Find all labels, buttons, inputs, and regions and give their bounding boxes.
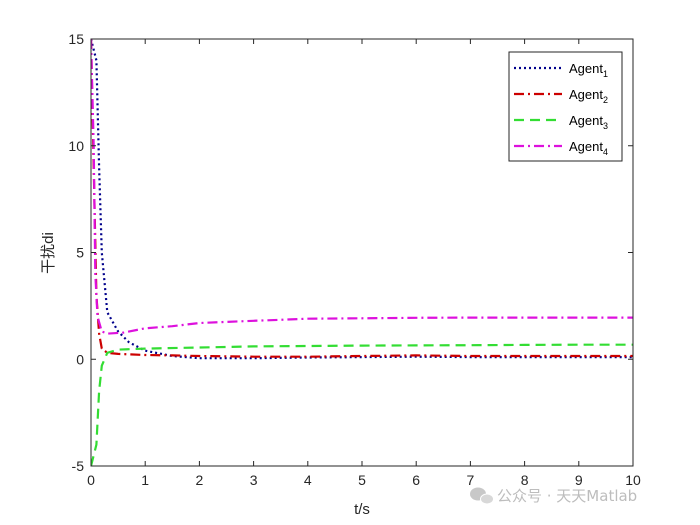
y-axis-ticks: -5 0 5 10 15 <box>68 31 633 474</box>
x-tick-label: 9 <box>575 472 583 488</box>
series-line-4 <box>91 39 633 335</box>
y-tick-label: 0 <box>76 351 84 367</box>
legend-label-subscript: 3 <box>603 121 608 131</box>
x-axis-label: t/s <box>354 501 370 518</box>
x-tick-label: 8 <box>521 472 529 488</box>
wechat-icon <box>470 487 494 505</box>
x-tick-label: 7 <box>467 472 475 488</box>
legend-label-1: Agent1 <box>569 61 608 79</box>
y-tick-label: 10 <box>68 138 84 154</box>
series-line-1 <box>91 39 633 360</box>
legend-label-3: Agent3 <box>569 113 608 131</box>
series-layer <box>91 39 633 466</box>
legend-label-name: Agent <box>569 139 603 154</box>
x-tick-label: 10 <box>625 472 641 488</box>
x-axis-ticks: 0 1 2 3 4 5 6 7 8 9 10 <box>87 39 641 488</box>
x-tick-label: 1 <box>141 472 149 488</box>
series-line-3 <box>91 343 633 466</box>
legend-label-name: Agent <box>569 87 603 102</box>
legend-label-subscript: 4 <box>603 147 608 157</box>
y-tick-label: 5 <box>76 245 84 261</box>
watermark: 公众号 · 天天Matlab <box>470 487 637 505</box>
legend-label-2: Agent2 <box>569 87 608 105</box>
x-tick-label: 4 <box>304 472 312 488</box>
x-tick-label: 5 <box>358 472 366 488</box>
y-tick-label: -5 <box>72 458 85 474</box>
legend-label-name: Agent <box>569 61 603 76</box>
legend-label-subscript: 2 <box>603 95 608 105</box>
legend-label-4: Agent4 <box>569 139 608 157</box>
y-axis-label: 干扰di <box>40 232 57 274</box>
x-tick-label: 2 <box>196 472 204 488</box>
y-tick-label: 15 <box>68 31 84 47</box>
x-tick-label: 3 <box>250 472 258 488</box>
x-tick-label: 6 <box>412 472 420 488</box>
watermark-text: 公众号 · 天天Matlab <box>497 487 637 505</box>
legend-box <box>508 51 623 162</box>
series-line-2 <box>91 39 633 358</box>
legend-label-subscript: 1 <box>603 69 608 79</box>
legend-label-name: Agent <box>569 113 603 128</box>
x-tick-label: 0 <box>87 472 95 488</box>
